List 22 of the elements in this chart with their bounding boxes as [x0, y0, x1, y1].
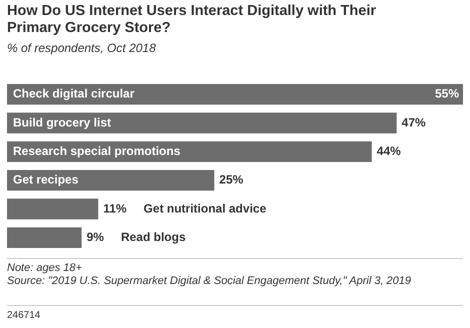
bar	[7, 198, 98, 220]
bar	[7, 84, 463, 105]
y-tick-label: Read blogs	[120, 230, 186, 244]
text: Note: ages 18+	[7, 262, 83, 275]
y-tick-label: Get nutritional advice	[144, 201, 267, 216]
data-label: 25%	[219, 172, 244, 187]
data-label: 9%	[86, 230, 104, 244]
y-tick-label: Research special promotions	[13, 144, 181, 158]
chart-title: How Do US Internet Users Interact Digitally with Their Primary Grocery Store?	[7, 3, 378, 37]
source-note: Source: "2019 U.S. Supermarket Digital & Social Engagement Study," April 3, 2019	[7, 275, 412, 288]
y-tick-label: Check digital circular	[13, 86, 135, 101]
bar	[7, 170, 214, 191]
bar	[7, 112, 397, 134]
data-label: 47%	[402, 115, 426, 130]
data-label: 11%	[103, 201, 127, 216]
text: 246714	[7, 310, 40, 321]
chart-subtitle: % of respondents, Oct 2018	[7, 41, 156, 55]
y-tick-label: Get recipes	[13, 172, 79, 187]
y-tick-label: Build grocery list	[13, 115, 112, 130]
bar	[7, 227, 82, 248]
data-label: 44%	[376, 144, 402, 158]
data-label: 55%	[434, 86, 460, 101]
